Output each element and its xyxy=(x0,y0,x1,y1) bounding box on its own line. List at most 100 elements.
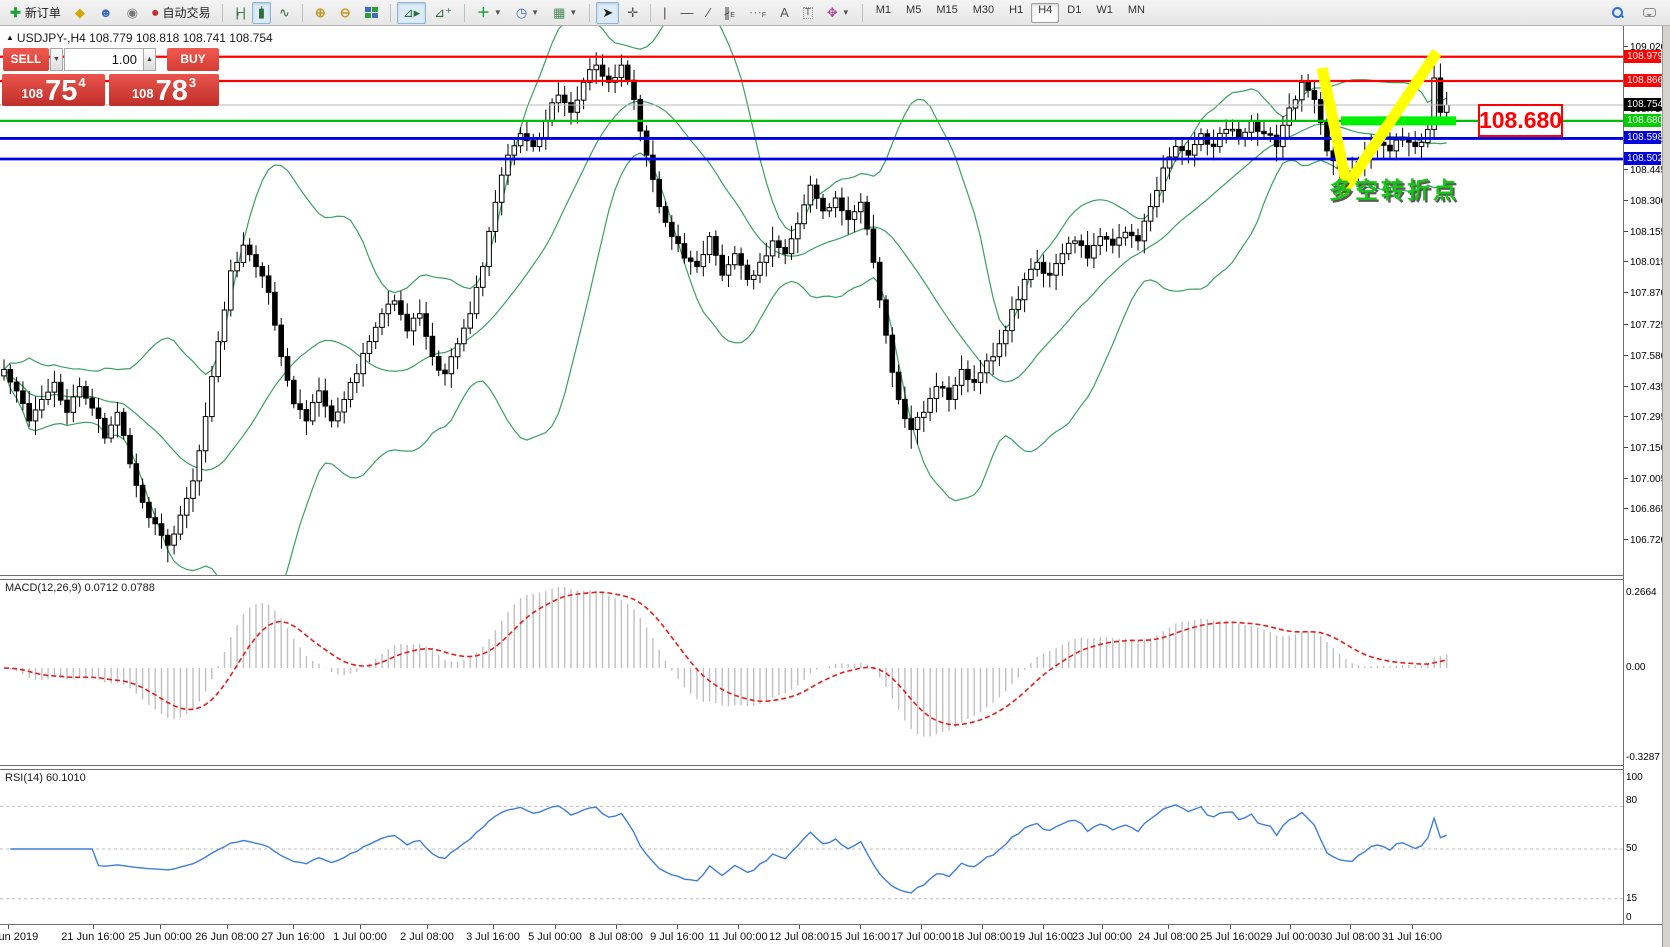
tile-windows-button[interactable] xyxy=(359,2,384,24)
main-chart-pane[interactable] xyxy=(0,26,1662,575)
candle-body xyxy=(895,371,902,400)
cursor-button[interactable]: ➤ xyxy=(596,1,620,24)
fibonacci-button[interactable]: ⋯F xyxy=(743,2,772,24)
timeframe-button-m5[interactable]: M5 xyxy=(906,3,922,16)
candle-body xyxy=(1236,128,1242,139)
price-axis-tick: 108.155 xyxy=(1624,227,1666,238)
timeframe-button-m1[interactable]: M1 xyxy=(875,3,892,16)
candle-body xyxy=(202,416,209,452)
text-button[interactable]: A xyxy=(774,2,795,24)
trendline-button[interactable]: ∕ xyxy=(702,2,716,24)
candle-body xyxy=(1028,268,1034,280)
candle-body xyxy=(190,480,196,499)
timeframe-button-d1[interactable]: D1 xyxy=(1067,3,1082,16)
candle-body xyxy=(1210,143,1217,148)
timeframe-button-m30[interactable]: M30 xyxy=(972,3,995,16)
bollinger-upper-band xyxy=(3,26,1447,376)
time-axis-tick xyxy=(493,925,494,929)
zoom-out-button[interactable]: ⊖ xyxy=(334,2,357,24)
crosshair-button[interactable]: ✛ xyxy=(621,2,644,24)
search-button[interactable] xyxy=(1606,2,1629,24)
candle-body xyxy=(725,264,732,276)
line-chart-mode-button[interactable]: ∿ xyxy=(273,2,296,24)
time-axis-label: 1 Jul 00:00 xyxy=(333,931,387,943)
candle-body xyxy=(183,497,190,516)
auto-scroll-button[interactable]: ⊿▸ xyxy=(396,1,427,24)
text-label-button[interactable]: T xyxy=(797,2,819,24)
candle-body xyxy=(662,206,669,223)
candle-body xyxy=(536,138,543,148)
chart-shift-button[interactable]: ⊿⁺ xyxy=(428,2,458,24)
candle-body xyxy=(1229,128,1236,132)
tile-windows-icon xyxy=(364,7,378,18)
candle-body xyxy=(70,396,77,413)
candle-body xyxy=(870,228,877,263)
green-highlight-bar[interactable] xyxy=(1341,116,1456,126)
bar-chart-mode-button[interactable]: |⌐| xyxy=(229,2,249,24)
pane-splitter[interactable] xyxy=(0,765,1662,770)
horizontal-line-button[interactable]: — xyxy=(675,2,700,24)
symbol-ohlc-header: ▲ USDJPY-,H4 108.779 108.818 108.741 108.… xyxy=(6,31,273,45)
sell-button[interactable]: SELL xyxy=(3,48,49,71)
sell-price-box[interactable]: 108 75 4 xyxy=(2,74,105,106)
profile-icon: ☻ xyxy=(98,5,113,20)
indicator-scale-label: 80 xyxy=(1626,795,1638,806)
candle-body xyxy=(738,253,744,266)
templates-button[interactable]: ▦ ▼ xyxy=(547,2,583,24)
channel-button[interactable]: ∦E xyxy=(718,2,741,24)
candle-body xyxy=(807,184,814,206)
candle-body xyxy=(83,386,89,399)
candle-body xyxy=(530,140,537,148)
volume-input[interactable] xyxy=(64,48,144,71)
timeframe-button-m15[interactable]: M15 xyxy=(936,3,958,16)
timeframe-button-w1[interactable]: W1 xyxy=(1096,3,1113,16)
candle-body xyxy=(1116,237,1122,246)
price-level-label: 108.598 xyxy=(1624,131,1663,145)
timeframe-button-mn[interactable]: MN xyxy=(1127,3,1145,16)
timeframe-button-h4[interactable]: H4 xyxy=(1031,2,1060,23)
market-watch-button[interactable]: ◆ xyxy=(69,2,91,24)
bar-chart-icon: |⌐| xyxy=(235,5,245,20)
broadcast-button[interactable]: ◉ xyxy=(121,2,144,24)
buy-price-box[interactable]: 108 78 3 xyxy=(109,74,219,106)
indicator-scale-label: -0.3287 xyxy=(1626,752,1660,763)
profile-button[interactable]: ☻ xyxy=(93,2,119,24)
new-order-button[interactable]: ✚ 新订单 xyxy=(4,2,67,24)
time-axis-label: 19 Jul 16:00 xyxy=(1013,931,1073,943)
auto-trading-button[interactable]: ⏺ 自动交易 xyxy=(146,2,217,24)
candle-body xyxy=(788,238,795,255)
time-axis-tick xyxy=(1043,925,1044,929)
buy-button[interactable]: BUY xyxy=(167,48,219,71)
chat-button[interactable] xyxy=(1637,2,1662,24)
volume-increment-button[interactable]: ▲ xyxy=(143,48,156,71)
candle-body xyxy=(448,356,455,375)
candlestick-mode-button[interactable]: ▮̍ xyxy=(251,1,271,24)
candlestick-icon: ▮̍ xyxy=(257,5,265,20)
time-axis-label: 11 Jul 00:00 xyxy=(708,931,768,943)
zoom-in-button[interactable]: ⊕ xyxy=(309,2,332,24)
candle-body xyxy=(555,94,562,104)
candle-body xyxy=(473,286,480,315)
horizontal-line-icon: — xyxy=(680,5,694,20)
pane-splitter[interactable] xyxy=(0,575,1662,580)
rsi-pane[interactable] xyxy=(0,771,1662,923)
periods-button[interactable]: ◷ ▼ xyxy=(510,2,545,24)
indicator-scale-label: 100 xyxy=(1626,772,1643,783)
candle-body xyxy=(1084,244,1091,259)
vertical-line-button[interactable]: | xyxy=(657,2,672,24)
yellow-v-mark[interactable] xyxy=(1316,48,1442,200)
candle-body xyxy=(606,75,612,83)
candle-body xyxy=(914,416,921,430)
candle-body xyxy=(7,368,14,383)
volume-decrement-button[interactable]: ▼ xyxy=(50,48,63,71)
new-order-icon: ✚ xyxy=(10,5,21,20)
clock-icon: ◷ xyxy=(515,5,528,20)
macd-pane[interactable] xyxy=(0,581,1662,765)
candle-body xyxy=(372,326,379,343)
arrows-button[interactable]: ✥ ▼ xyxy=(821,2,856,24)
candle-body xyxy=(26,402,32,422)
indicators-button[interactable]: ＋ ▼ xyxy=(471,2,508,24)
price-axis[interactable]: 109.020108.875108.730108.585108.445108.3… xyxy=(1624,26,1666,924)
timeframe-button-h1[interactable]: H1 xyxy=(1009,3,1024,16)
